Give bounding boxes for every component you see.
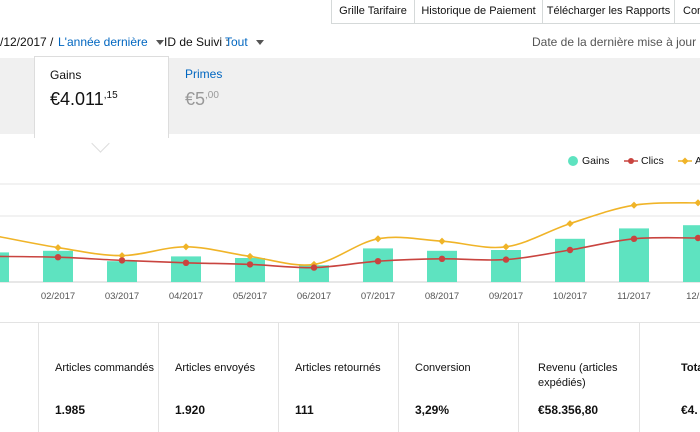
stat-label: Articles envoyés [175,362,256,374]
x-tick-label: 07/2017 [361,291,395,302]
stat-value: €4. [681,403,698,417]
stat-col-0 [0,323,38,432]
x-tick-label: 03/2017 [105,291,139,302]
stat-conversion: Conversion 3,29% [398,323,518,432]
x-tick-label: 02/2017 [41,291,75,302]
bar-gains [299,265,329,282]
legend-item-gains[interactable]: Gains [568,155,609,167]
point-clics [374,258,382,265]
filter-bar: /12/2017 / L'année dernière ID de Suivi … [0,30,700,54]
earnings-chart: 1702/201703/201704/201705/201706/201707/… [0,183,700,302]
bar-gains [0,252,9,282]
report-tabs: Grille Tarifaire Historique de Paiement … [0,0,700,25]
tab-telecharger-rapports[interactable]: Télécharger les Rapports [542,0,675,24]
stat-value: 3,29% [415,403,450,417]
point-third [374,235,382,243]
stat-articles-commandes: Articles commandés 1.985 [38,323,158,432]
metric-card-primes[interactable]: Primes €5,00 [185,67,275,127]
point-clics [694,234,700,242]
chevron-down-icon [155,40,164,46]
last-update-text: Date de la dernière mise à jour : 08 [532,35,700,49]
stat-label: Conversion [415,362,471,374]
legend-item-clics[interactable]: Clics [624,155,664,167]
x-tick-label: 10/2017 [553,291,587,302]
tracking-id-label: ID de Suivi : [164,35,229,49]
bar-gains [363,248,393,282]
point-clics [182,259,190,266]
stat-label: Articles commandés [55,362,155,374]
point-third [54,244,62,252]
point-clics [246,261,254,268]
tracking-id-value: Tout [225,35,248,49]
metric-value: €4.011,15 [50,89,118,109]
date-range-prefix: /12/2017 / [0,35,54,49]
point-third [630,201,638,209]
tab-historique-paiement[interactable]: Historique de Paiement [414,0,543,24]
legend-item-third[interactable]: A [678,155,700,167]
x-tick-label: 05/2017 [233,291,267,302]
metric-card-gains[interactable]: Gains €4.011,15 [34,56,169,138]
metric-label: Primes [185,67,223,81]
stat-total: Tota €4. [639,323,700,432]
point-clics [310,264,318,271]
chevron-down-icon [255,40,264,46]
bar-gains [491,250,521,282]
metric-value: €5,00 [185,89,219,109]
tab-grille-tarifaire[interactable]: Grille Tarifaire [331,0,415,24]
series-line-third [0,202,699,266]
bar-gains [107,261,137,282]
stat-revenu: Revenu (articles expédiés) €58.356,80 [518,323,639,432]
point-clics [118,257,126,264]
stat-label: Articles retournés [295,362,381,374]
point-third [246,252,254,260]
series-line-clics [0,236,699,269]
stat-value: 1.920 [175,403,206,417]
stat-value: 111 [295,403,314,417]
tab-con[interactable]: Con [674,0,700,24]
date-range-dropdown[interactable]: L'année dernière [58,35,164,49]
point-third [694,199,700,207]
bar-gains [427,250,457,282]
line-diamond-icon [678,157,692,165]
circle-icon [568,156,578,167]
point-third [438,237,446,245]
stat-label: Tota [681,362,700,374]
point-clics [502,256,510,263]
stat-label: Revenu (articles expédiés) [538,362,618,389]
point-clics [54,254,62,261]
stat-value: 1.985 [55,403,86,417]
x-tick-label: 08/2017 [425,291,459,302]
x-tick-label: 09/2017 [489,291,523,302]
date-range-value: L'année dernière [58,35,148,49]
x-tick-label: 04/2017 [169,291,203,302]
line-dot-icon [624,158,638,165]
metric-label: Gains [50,68,82,82]
x-tick-label: 12/20 [686,291,700,302]
tracking-id-dropdown[interactable]: Tout [225,35,264,49]
point-clics [630,235,638,242]
bar-gains [555,238,585,282]
x-tick-label: 06/2017 [297,291,331,302]
stat-articles-envoyes: Articles envoyés 1.920 [158,323,278,432]
stat-articles-retournes: Articles retournés 111 [278,323,398,432]
point-third [502,243,510,251]
bar-gains [683,225,700,282]
stats-row: Articles commandés 1.985 Articles envoyé… [0,322,700,432]
point-third [118,252,126,260]
stat-value: €58.356,80 [538,403,599,417]
x-tick-label: 11/2017 [617,291,651,302]
point-third [566,220,574,228]
point-clics [438,255,446,262]
point-clics [566,246,574,254]
point-third [182,243,190,251]
